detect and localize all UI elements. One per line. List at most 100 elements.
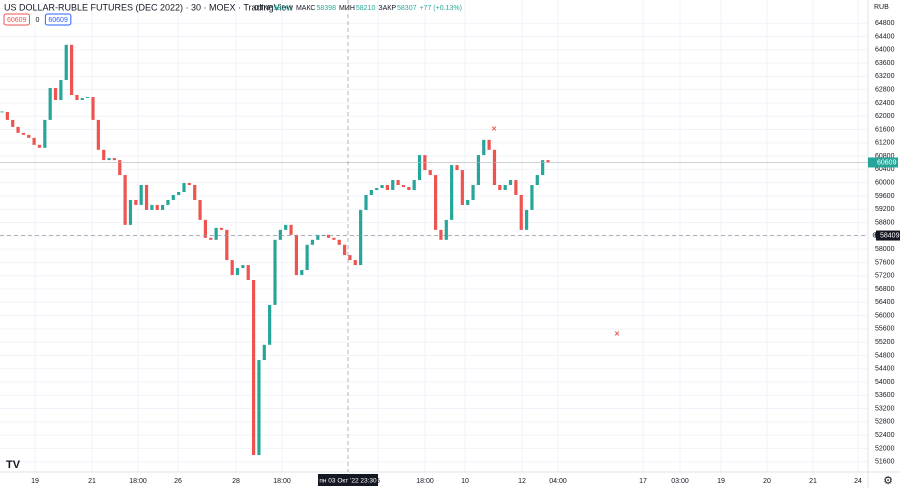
y-tick-label: 62400 <box>875 100 895 107</box>
x-tick-label: 28 <box>232 478 240 485</box>
candle <box>375 188 379 190</box>
candle <box>326 234 331 238</box>
y-tick-label: 59600 <box>875 193 895 200</box>
candle <box>139 185 143 205</box>
candle <box>546 160 550 163</box>
candle <box>75 94 79 100</box>
candle <box>155 204 159 210</box>
settings-icon[interactable]: ⚙ <box>883 475 893 487</box>
candle <box>182 183 186 192</box>
y-tick-label: 56000 <box>875 312 895 319</box>
candle <box>241 265 245 269</box>
candle <box>150 204 154 210</box>
order-box[interactable] <box>3 13 30 26</box>
candle <box>492 149 497 186</box>
ohlc-label: ЗАКР <box>378 5 396 12</box>
y-tick-label: 56400 <box>875 299 895 306</box>
x-tick-label: 20 <box>763 478 771 485</box>
ohlc-value: 58398 <box>317 5 337 12</box>
candle <box>246 265 250 281</box>
chart-title: US DOLLAR-RUBLE FUTURES (DEC 2022) · 30 … <box>4 2 293 12</box>
y-tick-label: 59200 <box>875 206 895 213</box>
candle <box>144 185 149 210</box>
candle <box>337 239 341 245</box>
order-box-text[interactable]: 60609 <box>48 17 68 24</box>
candle <box>193 185 197 200</box>
y-tick-label: 51600 <box>875 459 895 466</box>
crosshair-time-label: пн 03 Окт '22 23:30 <box>319 478 377 485</box>
change: +77 (+0.13%) <box>419 5 461 12</box>
y-tick-label: 57600 <box>875 259 895 266</box>
ohlc-value: 58241 <box>273 5 293 12</box>
candle <box>80 97 84 100</box>
order-box-text[interactable]: 60609 <box>7 17 27 24</box>
candle <box>273 239 277 305</box>
order-box[interactable] <box>44 13 72 26</box>
candle <box>123 175 127 225</box>
candle <box>209 237 213 240</box>
crosshair-time-box <box>318 474 378 486</box>
x-tick-label: 18:00 <box>273 478 291 485</box>
candle <box>102 149 106 161</box>
y-tick-label: 64000 <box>875 47 895 54</box>
x-tick-label: 18:00 <box>416 478 434 485</box>
x-tick-label: 26 <box>174 478 182 485</box>
candle <box>519 194 523 230</box>
x-tick-label: 19 <box>717 478 725 485</box>
candle <box>289 224 293 235</box>
candle <box>134 199 138 205</box>
candle <box>69 44 74 95</box>
candle <box>21 132 26 135</box>
candle <box>48 88 52 120</box>
y-tick-label: 55200 <box>875 339 895 346</box>
candle <box>396 180 400 186</box>
candle <box>530 185 534 210</box>
y-tick-label: 54000 <box>875 379 895 386</box>
tradingview-logo[interactable]: TV <box>6 459 21 471</box>
y-tick-label: 64800 <box>875 20 895 27</box>
candle <box>450 165 454 220</box>
candle <box>305 244 309 271</box>
candle <box>369 189 373 195</box>
candle <box>59 80 63 100</box>
y-tick-label: 53600 <box>875 392 895 399</box>
candle <box>214 227 218 240</box>
candle <box>257 360 261 456</box>
y-tick-label: 52000 <box>875 445 895 452</box>
y-tick-label: 54800 <box>875 352 895 359</box>
candle <box>177 191 181 195</box>
candle <box>300 270 304 276</box>
ohlc-label: МИН <box>339 5 355 12</box>
candle <box>118 160 122 176</box>
candle <box>417 155 422 181</box>
x-tick-label: 21 <box>809 478 817 485</box>
ohlc-value: 58307 <box>397 5 417 12</box>
order-box-text[interactable]: 0 <box>35 17 39 24</box>
candle <box>64 44 68 81</box>
ohlc-value: 58210 <box>356 5 376 12</box>
candle <box>466 199 470 205</box>
candle <box>316 234 320 240</box>
candle <box>535 175 539 186</box>
x-tick-label: 18:00 <box>129 478 147 485</box>
candle <box>487 139 491 150</box>
candle <box>5 111 9 120</box>
candle <box>294 234 299 276</box>
candle <box>128 199 133 225</box>
candle <box>342 244 347 256</box>
candle <box>11 119 15 127</box>
drawing-cross: ✕ <box>491 126 497 133</box>
candle <box>364 194 368 210</box>
candle <box>37 144 42 148</box>
y-tick-label: 63600 <box>875 60 895 67</box>
y-tick-label: 62800 <box>875 87 895 94</box>
crosshair-plus: ⊕ <box>872 231 879 240</box>
candle <box>166 199 170 205</box>
order-box[interactable] <box>32 14 43 25</box>
y-tick-label: 61200 <box>875 140 895 147</box>
currency: RUB <box>874 4 889 11</box>
candle <box>332 237 336 240</box>
candle <box>514 180 518 195</box>
x-tick-label: 19 <box>31 478 39 485</box>
candle <box>27 134 31 138</box>
